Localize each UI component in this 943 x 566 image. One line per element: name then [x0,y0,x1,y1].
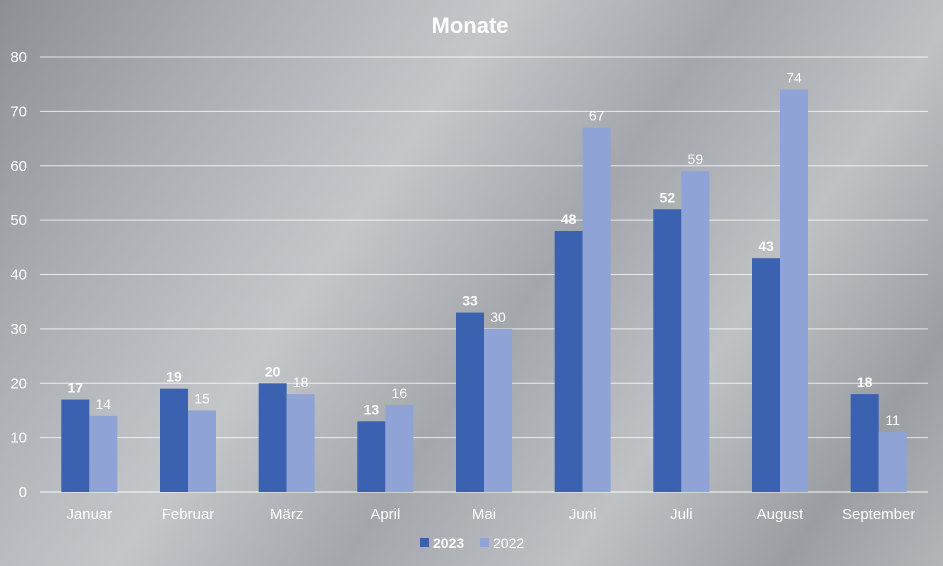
data-label: 33 [462,293,478,309]
x-tick-label: März [270,506,303,523]
y-tick-label: 50 [10,212,27,229]
x-tick-label: Mai [472,506,496,523]
x-tick-label: Januar [66,506,112,523]
bar-2023-Mai [456,312,484,492]
x-axis: Januar Februar März April Mai Juni Juli August S… [66,506,915,523]
bar-2022-Februar [188,410,216,492]
y-tick-label: 70 [10,103,27,120]
data-label: 14 [96,396,112,412]
y-axis: 0 10 20 30 40 50 60 70 80 [10,49,27,501]
data-label: 20 [265,363,281,379]
y-tick-label: 0 [19,484,27,501]
data-label: 18 [293,374,309,390]
bar-2023-April [357,421,386,492]
data-label: 15 [194,390,210,406]
data-label: 17 [68,380,84,396]
bar-2022-September [878,432,907,492]
bar-2022-April [385,405,414,492]
data-label: 67 [589,108,605,124]
data-label: 19 [166,369,182,385]
bar-2023-August [752,258,780,492]
chart-title: Monate [432,13,509,38]
bar-2022-Juli [681,171,710,492]
x-tick-label: Juli [670,506,693,523]
bar-2023-Juni [554,231,583,492]
data-label: 13 [364,401,380,417]
bar-2022-Juni [582,127,611,492]
data-label: 74 [786,70,802,86]
bar-2022-August [780,89,808,492]
x-tick-label: September [842,506,915,523]
bar-2023-September [850,394,879,492]
bar-2023-Januar [61,399,90,492]
data-label: 11 [885,412,900,428]
bar-2023-März [258,383,287,492]
bars [61,89,907,492]
data-labels: 17 14 19 15 20 18 13 16 33 30 48 67 52 59 43 74 18 11 [68,70,901,429]
legend-label: 2022 [493,535,524,551]
legend-label: 2023 [433,535,464,551]
data-label: 43 [758,238,774,254]
data-label: 16 [392,385,408,401]
x-tick-label: Juni [569,506,597,523]
legend-swatch-2022 [480,538,489,547]
bar-2023-Juli [653,209,682,492]
data-label: 18 [857,374,873,390]
data-label: 59 [688,151,704,167]
y-tick-label: 80 [10,49,27,66]
x-tick-label: April [370,506,400,523]
y-tick-label: 20 [10,375,27,392]
legend-swatch-2023 [420,538,429,547]
x-tick-label: August [757,506,805,523]
legend: 2023 2022 [420,535,524,551]
x-tick-label: Februar [162,506,215,523]
bar-2022-März [286,394,315,492]
data-label: 30 [490,309,506,325]
data-label: 52 [660,189,676,205]
y-tick-label: 10 [10,430,27,447]
y-tick-label: 30 [10,321,27,338]
bar-2022-Mai [484,328,512,492]
data-label: 48 [561,211,577,227]
y-tick-label: 60 [10,158,27,175]
bar-2023-Februar [160,388,188,492]
bar-2022-Januar [89,415,118,492]
y-tick-label: 40 [10,267,27,284]
